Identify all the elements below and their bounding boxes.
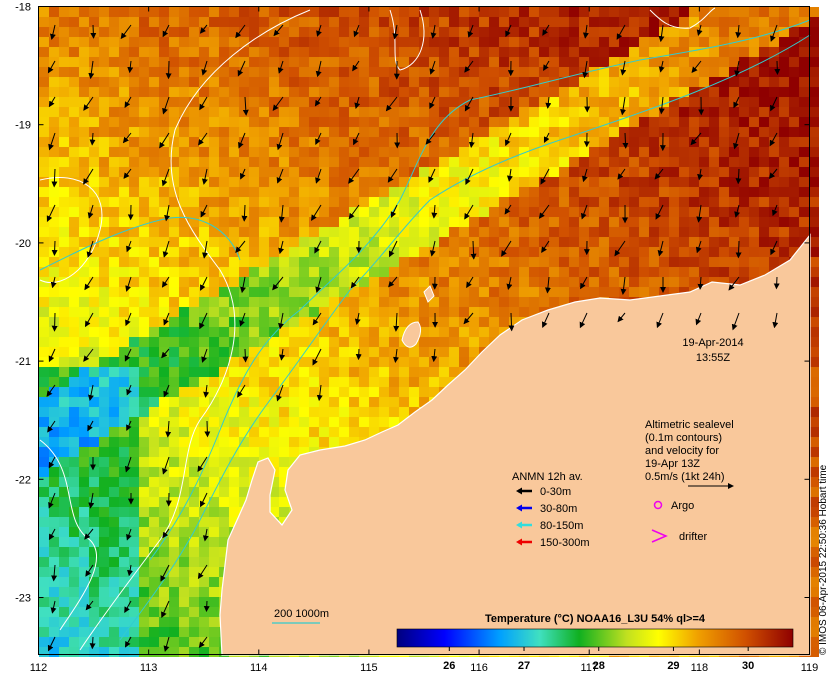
drifter-marker: [651, 529, 668, 543]
anmn-legend-label: 150-300m: [540, 537, 590, 549]
land-mass: [219, 233, 811, 656]
map-frame: [38, 6, 810, 655]
altimetry-line1: Altimetric sealevel: [645, 419, 734, 431]
colorbar: [396, 628, 794, 648]
lat-tick-label: -19: [15, 120, 31, 132]
altimetry-legend: Altimetric sealevel (0.1m contours) and …: [645, 419, 734, 489]
altimetry-line5: 0.5m/s (1kt 24h): [645, 471, 724, 483]
lat-tick-label: -23: [15, 593, 31, 605]
bathymetry-label: 200 1000m: [274, 608, 329, 620]
colorbar-tick-label: 28: [593, 660, 605, 672]
anmn-legend-label: 30-80m: [540, 503, 577, 515]
lon-tick-label: 115: [360, 662, 378, 674]
anmn-legend: ANMN 12h av. 0-30m 30-80m 80-150m 150-300m: [512, 471, 590, 549]
lon-tick-label: 116: [470, 662, 488, 674]
copyright-stamp: © IMOS 06-Apr-2015 22:50:36 Hobart time: [818, 464, 829, 655]
lat-tick-label: -18: [15, 2, 31, 14]
lat-tick-label: -20: [15, 238, 31, 250]
argo-marker: [653, 500, 663, 510]
lon-tick-label: 117: [580, 662, 598, 674]
colorbar-tick-label: 30: [742, 660, 754, 672]
argo-label: Argo: [671, 500, 694, 512]
drifter-label: drifter: [679, 531, 707, 543]
anmn-title: ANMN 12h av.: [512, 471, 583, 483]
islands: [401, 285, 435, 348]
bathymetry-contours: [39, 19, 811, 641]
lon-tick-label: 119: [801, 662, 819, 674]
anmn-legend-item: 80-150m: [516, 520, 583, 532]
anmn-legend-item: 0-30m: [516, 486, 571, 498]
time-label: 13:55Z: [696, 352, 731, 364]
anmn-legend-item: 30-80m: [516, 503, 577, 515]
altimetry-line4: 19-Apr 13Z: [645, 458, 700, 470]
date-label: 19-Apr-2014: [682, 337, 743, 349]
colorbar-tick-label: 26: [443, 660, 455, 672]
colorbar-ticks: 26 27 28 29 30: [443, 647, 754, 672]
anmn-legend-item: 150-300m: [516, 537, 590, 549]
lon-tick-label: 112: [30, 662, 48, 674]
map-axes: 112 113 114 115 116 117 118 119 -18 -19 -20 -21 -22 -…: [15, 2, 818, 675]
altimetry-line2: (0.1m contours): [645, 432, 722, 444]
lat-tick-label: -21: [15, 356, 31, 368]
anmn-legend-label: 0-30m: [540, 486, 571, 498]
colorbar-tick-label: 27: [518, 660, 530, 672]
lat-tick-label: -22: [15, 474, 31, 486]
lon-tick-label: 113: [140, 662, 158, 674]
colorbar-title: Temperature (°C) NOAA16_L3U 54% ql>=4: [485, 613, 706, 625]
velocity-vector-field: [46, 24, 781, 652]
colorbar-tick-label: 29: [667, 660, 679, 672]
lon-tick-label: 118: [691, 662, 709, 674]
altimetry-line3: and velocity for: [645, 445, 719, 457]
anmn-legend-label: 80-150m: [540, 520, 583, 532]
lon-tick-label: 114: [250, 662, 268, 674]
